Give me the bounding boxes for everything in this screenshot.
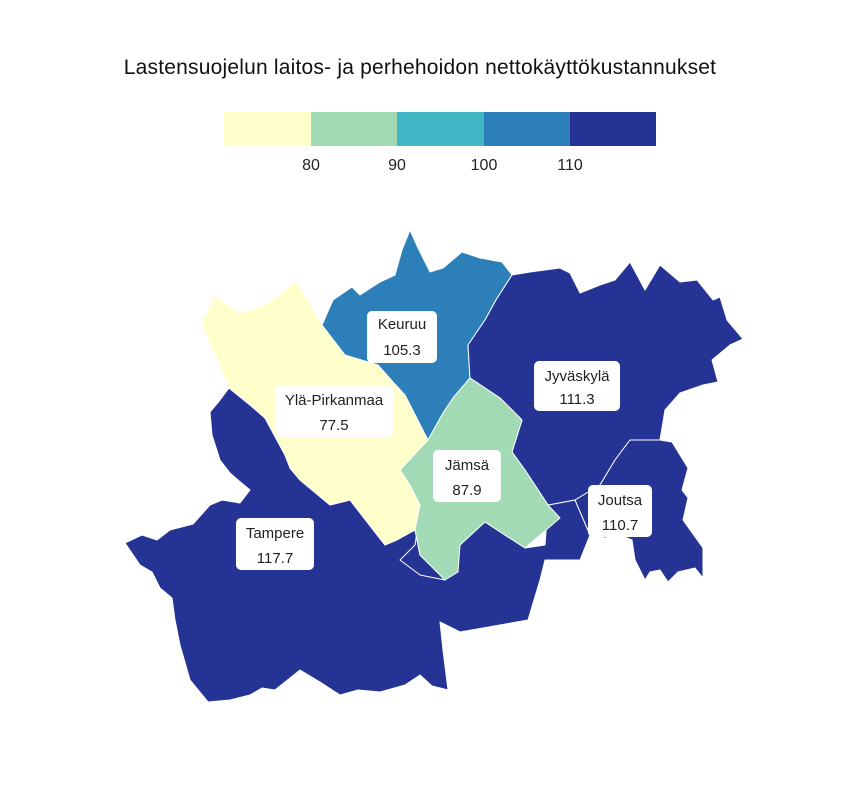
region-value: 111.3	[559, 391, 594, 408]
label-tampere: Tampere 117.7	[236, 518, 314, 570]
label-box	[588, 485, 652, 537]
legend-tick-100: 100	[471, 157, 498, 174]
region-name: Keuruu	[378, 316, 426, 333]
legend-bin-4	[484, 112, 570, 146]
region-name: Ylä-Pirkanmaa	[285, 392, 384, 409]
label-box	[534, 361, 620, 411]
label-box	[433, 450, 501, 502]
region-name: Tampere	[246, 525, 304, 542]
region-value: 77.5	[319, 417, 348, 434]
region-name: Jämsä	[445, 457, 490, 474]
region-name: Jyväskylä	[544, 368, 610, 385]
map-title: Lastensuojelun laitos- ja perhehoidon ne…	[123, 56, 717, 79]
color-legend: 80 90 100 110	[224, 112, 656, 174]
region-value: 110.7	[602, 517, 638, 534]
label-box	[275, 385, 393, 437]
label-box	[367, 311, 437, 363]
legend-bin-1	[224, 112, 311, 146]
label-joutsa: Joutsa 110.7	[588, 485, 652, 537]
legend-tick-80: 80	[302, 157, 320, 174]
legend-bin-2	[311, 112, 397, 146]
region-name: Joutsa	[598, 492, 643, 509]
region-value: 117.7	[257, 550, 293, 567]
legend-bin-5	[570, 112, 656, 146]
legend-bin-3	[397, 112, 484, 146]
label-yla-pirkanmaa: Ylä-Pirkanmaa 77.5	[275, 385, 393, 437]
label-jyvaskyla: Jyväskylä 111.3	[534, 361, 620, 411]
region-labels: Keuruu 105.3 Jyväskylä 111.3 Ylä-Pirkanm…	[236, 311, 652, 570]
label-keuruu: Keuruu 105.3	[367, 311, 437, 363]
legend-tick-90: 90	[388, 157, 406, 174]
label-jamsa: Jämsä 87.9	[433, 450, 501, 502]
label-box	[236, 518, 314, 570]
region-value: 87.9	[452, 482, 481, 499]
legend-tick-110: 110	[557, 157, 583, 174]
region-value: 105.3	[383, 342, 421, 359]
